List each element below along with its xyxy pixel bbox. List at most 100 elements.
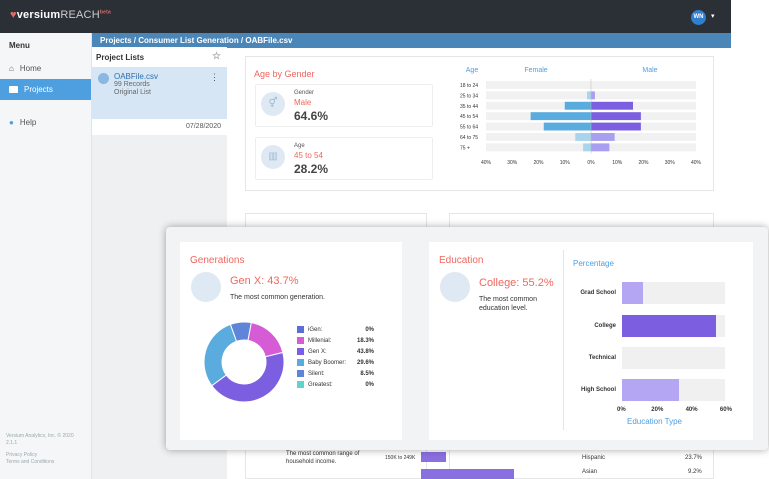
pyramid-tick: 10% xyxy=(612,160,623,166)
pyramid-row-label: 35 to 44 xyxy=(460,104,478,110)
legend-value: 29.6% xyxy=(356,359,374,366)
edu-bar-track xyxy=(622,347,725,369)
gender-value: Male xyxy=(294,98,312,107)
file-icon xyxy=(98,73,109,84)
generations-headline: Gen X: 43.7% xyxy=(230,275,299,287)
female-bar xyxy=(530,112,591,121)
legend-swatch xyxy=(297,359,304,366)
pyramid-row-label: 18 to 24 xyxy=(460,83,478,89)
ethnicity-value: 9.2% xyxy=(688,469,702,475)
legend-name: Silent: xyxy=(308,370,325,377)
breadcrumb[interactable]: Projects / Consumer List Generation / OA… xyxy=(92,33,731,48)
male-bar xyxy=(591,101,633,110)
cake-icon: ▥ xyxy=(261,145,285,169)
divider xyxy=(563,250,564,430)
generations-desc: The most common generation. xyxy=(230,294,325,301)
privacy-link[interactable]: Privacy Policy xyxy=(6,452,38,458)
male-bar xyxy=(591,122,641,131)
legend-name: iGen: xyxy=(308,326,323,333)
legend-name: Baby Boomer: xyxy=(308,359,347,366)
generations-card: Generations Gen X: 43.7% The most common… xyxy=(180,242,402,440)
user-avatar[interactable]: WN xyxy=(691,10,706,25)
edu-tick: 60% xyxy=(719,407,732,413)
sidebar-item-projects[interactable]: Projects xyxy=(0,79,91,100)
file-list-type: Original List xyxy=(114,89,151,96)
file-records: 99 Records xyxy=(114,81,150,88)
sidebar: Menu ⌂ Home Projects ● Help Versium Analyt… xyxy=(0,33,92,479)
donut-slice xyxy=(247,322,284,358)
education-title: Education xyxy=(439,255,484,266)
list-item-file[interactable]: OABFile.csv 99 Records Original List ⋮ xyxy=(92,67,227,119)
age-gender-title: Age by Gender xyxy=(254,69,315,79)
terms-link[interactable]: Terms and Conditions xyxy=(6,459,55,465)
male-bar xyxy=(591,91,595,100)
female-bar xyxy=(575,133,591,141)
legend-swatch xyxy=(297,381,304,388)
pyramid-row-label: 75 + xyxy=(460,145,470,151)
generations-legend: iGen: 0% Millenial: 18.3% Gen X: 43.8% Baby Bo… xyxy=(297,324,374,390)
gender-icon: ⚥ xyxy=(261,92,285,116)
education-card: Education College: 55.2% The most common… xyxy=(429,242,753,440)
legend-name: Millenial: xyxy=(308,337,332,344)
file-name[interactable]: OABFile.csv xyxy=(114,72,159,81)
education-desc-line2: education level. xyxy=(479,305,528,312)
copyright: Versium Analytics, Inc. © 2020 xyxy=(6,433,74,439)
pyramid-tick: 10% xyxy=(560,160,571,166)
pyramid-tick: 30% xyxy=(507,160,518,166)
folder-icon xyxy=(9,86,18,93)
gender-stat: ⚥ Gender Male 64.6% xyxy=(255,84,433,127)
edu-bar-track xyxy=(622,282,725,304)
edu-tick: 0% xyxy=(617,407,626,413)
pyramid-header: Male xyxy=(642,67,657,74)
edu-tick: 20% xyxy=(651,407,664,413)
pyramid-tick: 30% xyxy=(665,160,676,166)
home-icon: ⌂ xyxy=(9,64,14,73)
legend-item: Greatest: 0% xyxy=(297,379,374,390)
more-options-icon[interactable]: ⋮ xyxy=(210,72,219,82)
edu-category-label: Technical xyxy=(588,355,616,361)
legend-value: 8.5% xyxy=(360,370,374,377)
bulb-icon xyxy=(191,272,221,302)
legend-swatch xyxy=(297,337,304,344)
legend-value: 0% xyxy=(365,326,374,333)
chevron-down-icon[interactable]: ▾ xyxy=(711,13,715,20)
top-navbar: ♥versiumREACHbeta WN ▾ xyxy=(0,0,731,33)
male-bar xyxy=(591,143,610,152)
pyramid-tick: 40% xyxy=(691,160,702,166)
pyramid-row-label: 25 to 34 xyxy=(460,93,478,99)
star-icon[interactable]: ☆ xyxy=(212,51,221,62)
legend-name: Greatest: xyxy=(308,381,333,388)
age-gender-card: Age by Gender ⚥ Gender Male 64.6% ▥ Age … xyxy=(245,56,714,191)
legend-item: Silent: 8.5% xyxy=(297,368,374,379)
gender-label: Gender xyxy=(294,90,315,96)
pyramid-tick: 40% xyxy=(481,160,492,166)
edu-category-label: College xyxy=(594,323,616,329)
legend-swatch xyxy=(297,370,304,377)
donut-slice xyxy=(211,351,285,403)
legend-swatch xyxy=(297,348,304,355)
ethnicity-value: 23.7% xyxy=(685,455,703,461)
edu-bar-track xyxy=(622,379,725,401)
zoom-overlay: Generations Gen X: 43.7% The most common… xyxy=(166,227,768,450)
graduation-cap-icon xyxy=(440,272,470,302)
edu-bar xyxy=(622,282,643,304)
education-desc-line1: The most common xyxy=(479,296,537,303)
version: 2.1.1 xyxy=(6,440,18,446)
female-bar xyxy=(583,143,591,152)
gender-pct: 64.6% xyxy=(294,109,329,123)
menu-title: Menu xyxy=(9,41,30,50)
legend-item: iGen: 0% xyxy=(297,324,374,335)
pyramid-row-label: 64 to 75 xyxy=(460,135,478,141)
pyramid-row-label: 55 to 64 xyxy=(460,125,478,131)
pyramid-row-label: 45 to 54 xyxy=(460,114,478,120)
age-value: 45 to 54 xyxy=(294,151,323,160)
male-bar xyxy=(591,133,615,141)
edu-bar xyxy=(622,315,717,337)
sidebar-item-home[interactable]: ⌂ Home xyxy=(9,64,42,73)
age-pct: 28.2% xyxy=(294,162,329,176)
chart-title: Percentage xyxy=(573,259,614,268)
sidebar-item-help[interactable]: ● Help xyxy=(9,118,37,127)
app-logo[interactable]: ♥versiumREACHbeta xyxy=(10,9,111,21)
education-headline: College: 55.2% xyxy=(479,277,554,289)
edu-category-label: Grad School xyxy=(580,290,616,296)
